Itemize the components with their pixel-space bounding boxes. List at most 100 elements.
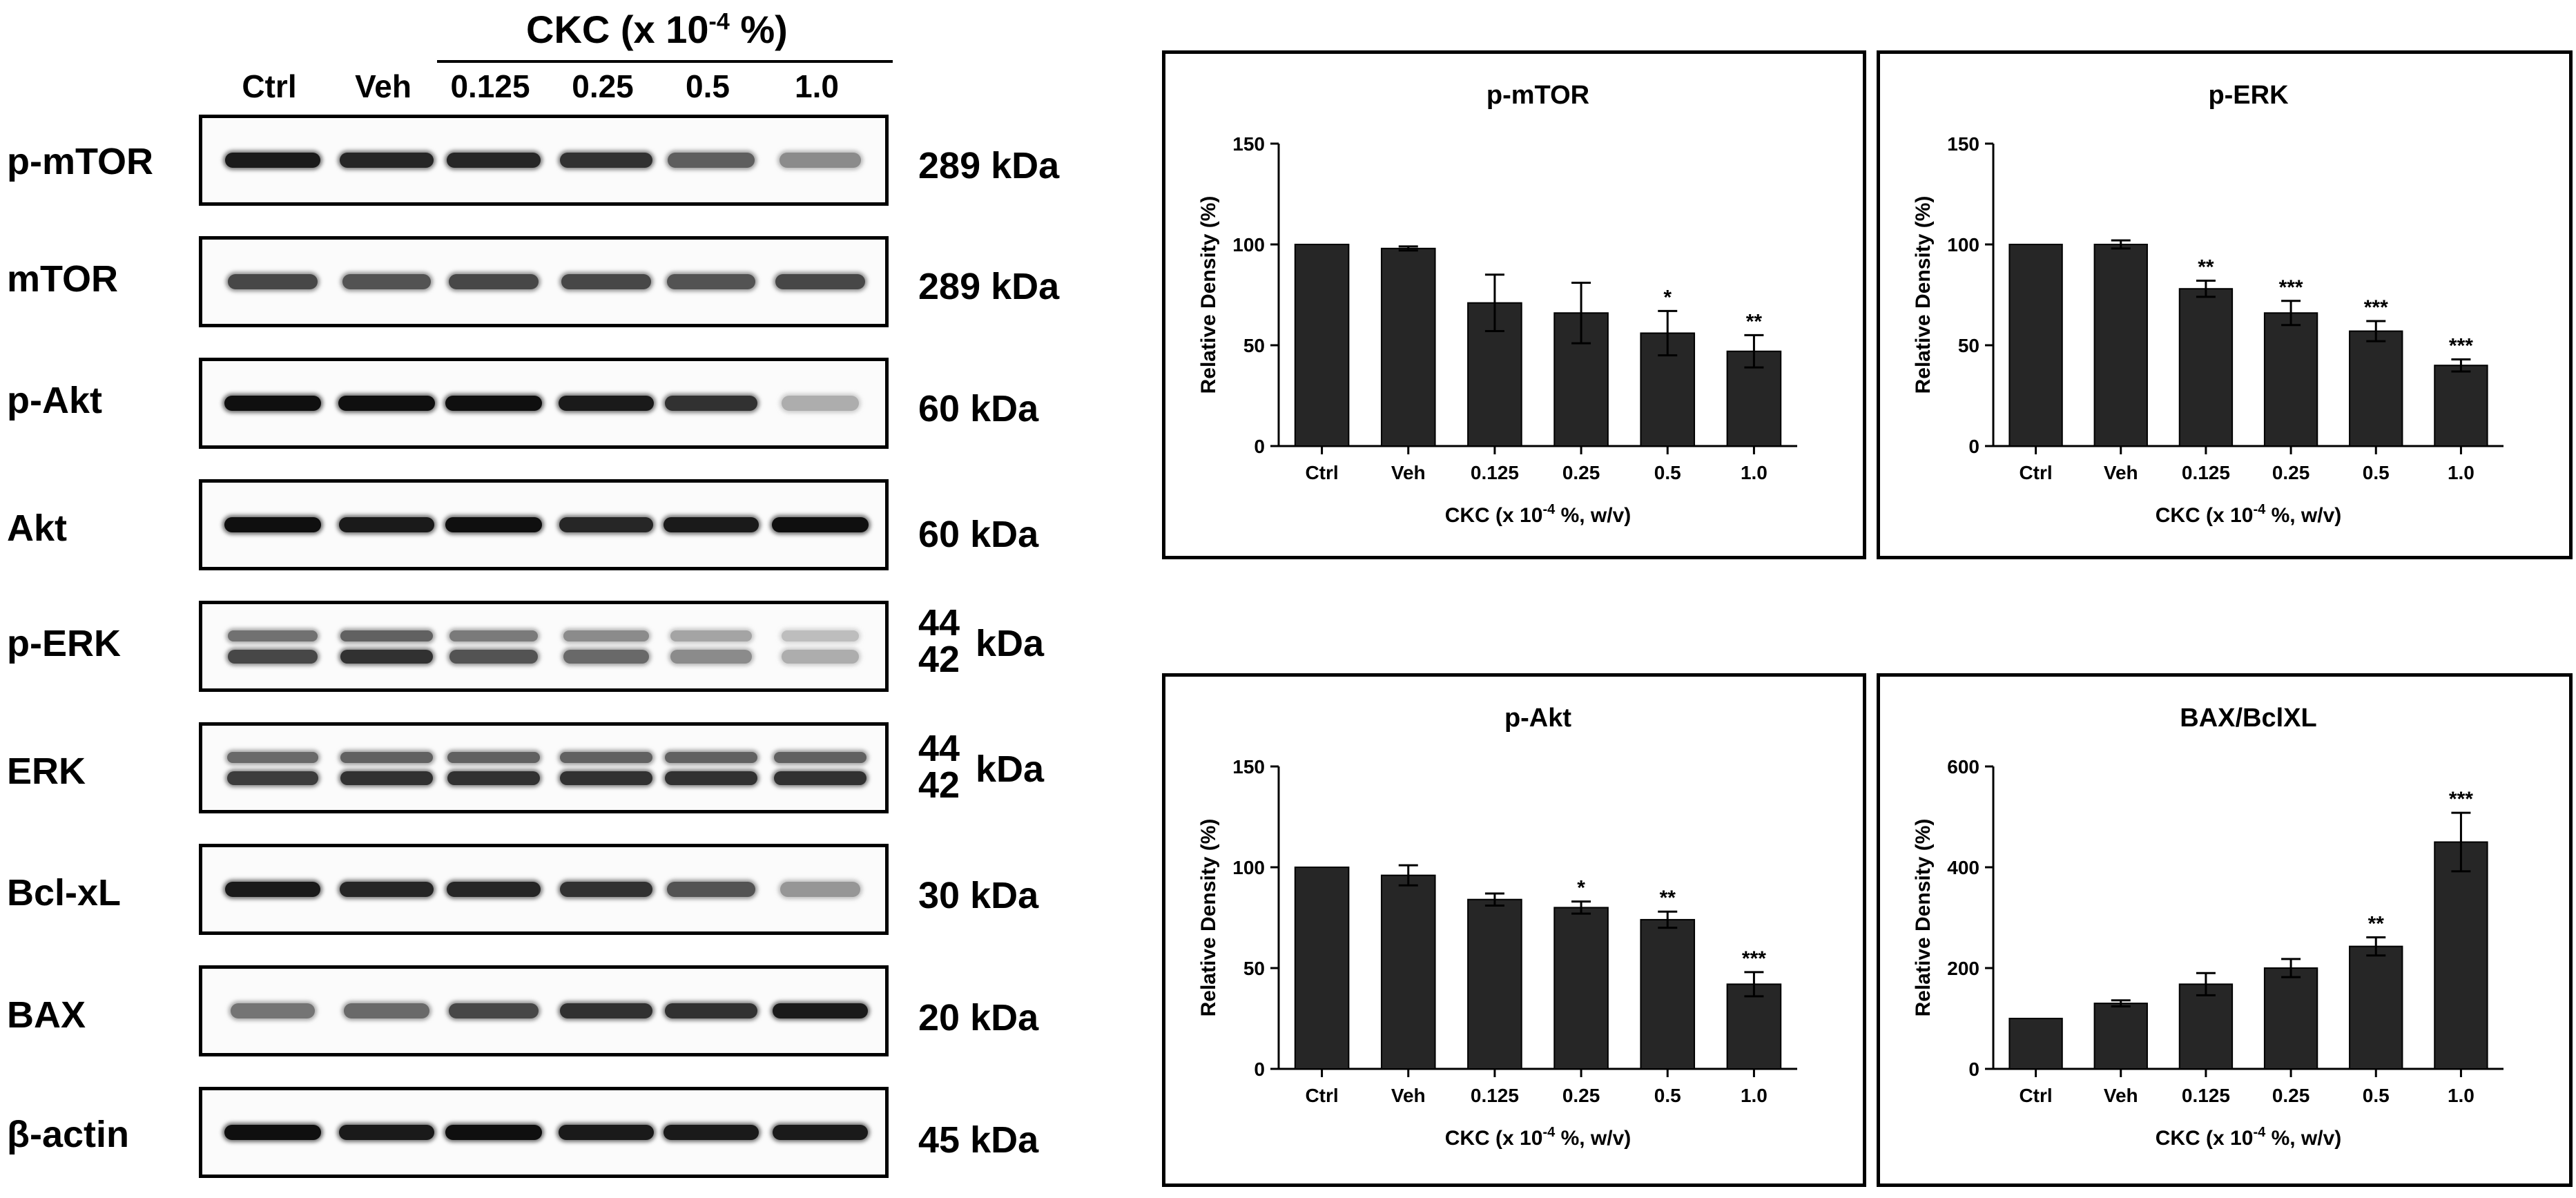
band-akt-lane-1 xyxy=(339,517,434,532)
band-erk-lane-4-lower xyxy=(665,771,757,785)
band-mtor-lane-5 xyxy=(775,274,865,289)
x-tick-label: Ctrl xyxy=(2019,462,2052,483)
bar xyxy=(1467,898,1522,1070)
y-tick-label: 100 xyxy=(1232,234,1265,255)
bar xyxy=(2008,244,2063,447)
kda-label-p-erk-unit: kDa xyxy=(976,623,1045,664)
kda-label-p-erk-42: 42 xyxy=(918,639,960,680)
bar xyxy=(2008,1018,2063,1070)
x-tick-label: 0.25 xyxy=(2272,462,2310,483)
blot-strip-bax xyxy=(199,965,889,1056)
x-tick-label: Ctrl xyxy=(1305,1085,1338,1106)
significance-label: ** xyxy=(1660,887,1676,909)
x-tick-label: Veh xyxy=(1391,462,1426,483)
protein-label-akt: Akt xyxy=(7,508,68,549)
significance-label: *** xyxy=(2449,788,2473,811)
band-akt-lane-0 xyxy=(224,517,321,532)
y-tick-label: 100 xyxy=(1232,857,1265,878)
blot-strip-erk xyxy=(199,722,889,813)
bar xyxy=(2349,945,2403,1070)
band-bcl-xl-lane-5 xyxy=(780,882,860,897)
x-tick-label: 0.25 xyxy=(1562,1085,1600,1106)
lane-label-veh: Veh xyxy=(355,68,411,104)
kda-label-beta-actin: 45 kDa xyxy=(918,1119,1039,1161)
band-β-actin-lane-1 xyxy=(339,1125,434,1140)
lane-label-05: 0.5 xyxy=(686,68,730,104)
chart-title: p-ERK xyxy=(2208,81,2289,110)
significance-label: ** xyxy=(2368,912,2385,935)
blot-strip-bcl-xl xyxy=(199,844,889,935)
band-mtor-lane-2 xyxy=(449,274,539,289)
band-mtor-lane-1 xyxy=(342,274,431,289)
y-tick-label: 100 xyxy=(1947,234,1979,255)
x-axis-label: CKC (x 10-4 %, w/v) xyxy=(2156,1125,2342,1150)
y-tick-label: 0 xyxy=(1254,436,1265,457)
band-p-mtor-lane-4 xyxy=(668,153,755,168)
bar xyxy=(2263,967,2318,1070)
lane-label-ctrl: Ctrl xyxy=(242,68,297,104)
band-p-erk-lane-0-upper xyxy=(228,630,318,642)
significance-label: * xyxy=(1577,877,1585,900)
treatment-header: CKC (x 10-4 %) xyxy=(526,8,788,51)
protein-label-bax: BAX xyxy=(7,994,86,1036)
bar xyxy=(1380,874,1436,1070)
kda-label-erk-unit: kDa xyxy=(976,748,1045,790)
chart-p-akt: p-Akt 0 50 100 150 Relative Density (%) Ctrl Ve… xyxy=(1197,704,1797,1150)
x-tick-label: Ctrl xyxy=(1305,462,1338,483)
kda-label-p-erk-44: 44 xyxy=(918,602,960,644)
band-mtor-lane-0 xyxy=(228,274,318,289)
significance-label: *** xyxy=(2364,296,2388,319)
band-bcl-xl-lane-3 xyxy=(560,882,652,897)
bar xyxy=(1553,907,1609,1070)
band-erk-lane-0-upper xyxy=(227,752,318,764)
blot-strip-beta-actin xyxy=(199,1087,889,1178)
band-β-actin-lane-3 xyxy=(559,1125,654,1140)
x-axis-label: CKC (x 10-4 %, w/v) xyxy=(1445,1125,1631,1150)
band-mtor-lane-3 xyxy=(561,274,651,289)
y-tick-label: 400 xyxy=(1947,857,1979,878)
chart-panel-p-akt: p-Akt 0 50 100 150 Relative Density (%) Ctrl Ve… xyxy=(1162,673,1866,1187)
chart-p-erk: p-ERK 0 50 100 150 Relative Density (%) Ctrl Ve… xyxy=(1912,81,2504,527)
band-β-actin-lane-4 xyxy=(664,1125,759,1140)
bar xyxy=(1380,247,1436,447)
y-tick-label: 50 xyxy=(1243,335,1265,356)
bar xyxy=(2178,983,2234,1070)
band-bcl-xl-lane-2 xyxy=(447,882,541,897)
lane-label-025: 0.25 xyxy=(572,68,634,104)
band-p-erk-lane-5-upper xyxy=(782,630,859,642)
band-β-actin-lane-0 xyxy=(224,1125,321,1140)
x-tick-label: 0.25 xyxy=(2272,1085,2310,1106)
bar xyxy=(2178,288,2234,447)
bar xyxy=(2349,330,2403,447)
band-p-akt-lane-0 xyxy=(224,396,321,411)
band-akt-lane-5 xyxy=(772,517,869,532)
significance-label: ** xyxy=(2198,256,2214,279)
kda-label-p-akt: 60 kDa xyxy=(918,388,1039,429)
treatment-bracket-line xyxy=(437,60,893,63)
chart-title: BAX/BclXL xyxy=(2180,704,2316,733)
band-bcl-xl-lane-0 xyxy=(225,882,320,897)
y-tick-label: 150 xyxy=(1947,133,1979,155)
chart-panel-p-erk: p-ERK 0 50 100 150 Relative Density (%) Ctrl Ve… xyxy=(1877,50,2573,559)
y-axis-label: Relative Density (%) xyxy=(1197,819,1220,1017)
band-bcl-xl-lane-1 xyxy=(340,882,434,897)
band-erk-lane-3-lower xyxy=(560,771,652,785)
bar xyxy=(1640,918,1696,1070)
y-tick-label: 600 xyxy=(1947,756,1979,777)
band-erk-lane-1-lower xyxy=(340,771,433,785)
bar xyxy=(1294,244,1350,447)
band-p-erk-lane-5-lower xyxy=(782,649,859,664)
band-β-actin-lane-2 xyxy=(445,1125,542,1140)
protein-label-beta-actin: β-actin xyxy=(7,1114,129,1155)
band-p-erk-lane-3-upper xyxy=(563,630,649,642)
blot-strip-p-akt xyxy=(199,358,889,449)
x-tick-label: 0.5 xyxy=(1654,1085,1681,1106)
band-p-akt-lane-1 xyxy=(338,396,435,411)
x-tick-label: 1.0 xyxy=(2448,462,2475,483)
bar xyxy=(2434,365,2488,447)
lane-label-10: 1.0 xyxy=(795,68,839,104)
y-axis-label: Relative Density (%) xyxy=(1912,819,1935,1017)
band-p-mtor-lane-3 xyxy=(560,153,652,168)
x-tick-label: 0.5 xyxy=(2363,462,2390,483)
band-erk-lane-2-lower xyxy=(447,771,540,785)
